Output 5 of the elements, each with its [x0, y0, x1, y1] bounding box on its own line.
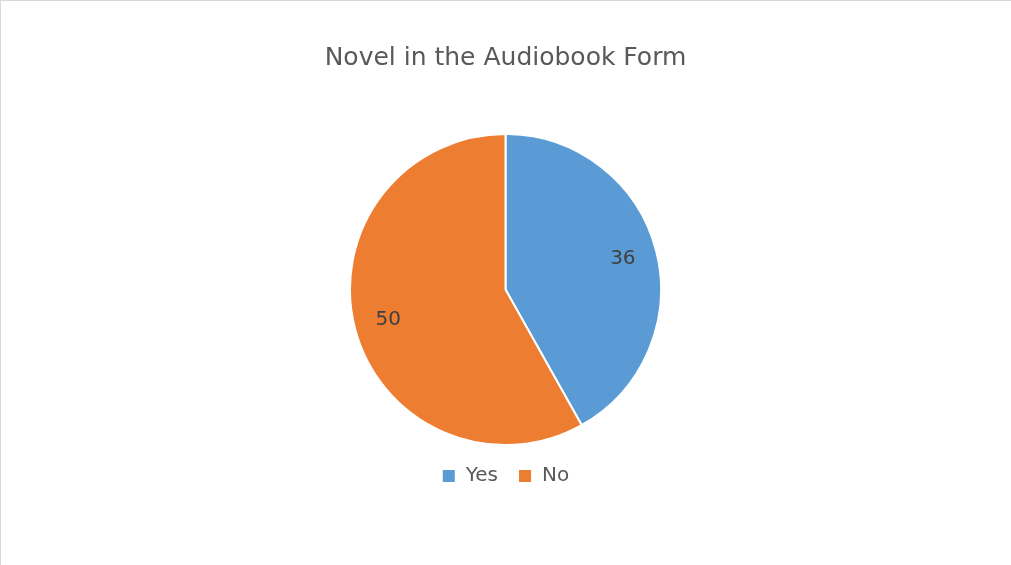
chart-title: Novel in the Audiobook Form	[324, 41, 687, 71]
data-label: 50	[375, 306, 401, 331]
legend-label: Yes	[464, 462, 499, 487]
legend-label: No	[542, 462, 570, 487]
data-label: 36	[610, 245, 636, 270]
